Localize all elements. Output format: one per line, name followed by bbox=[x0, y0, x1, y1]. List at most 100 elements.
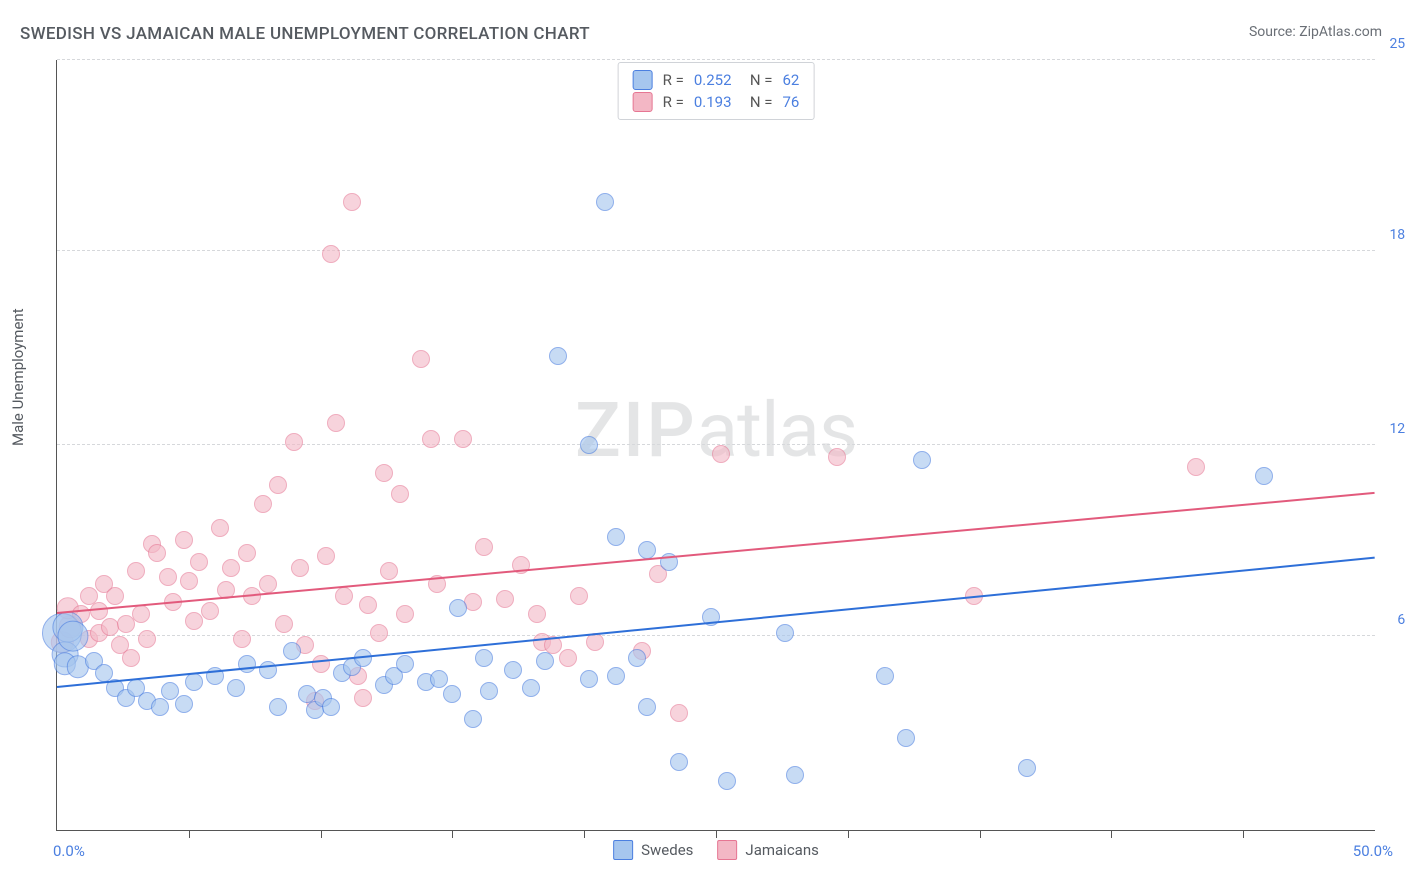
legend-swatch-icon bbox=[633, 70, 653, 90]
data-point bbox=[504, 661, 522, 679]
data-point bbox=[335, 587, 353, 605]
data-point bbox=[496, 590, 514, 608]
legend-R-value: 0.193 bbox=[694, 93, 740, 111]
data-point bbox=[175, 695, 193, 713]
data-point bbox=[151, 698, 169, 716]
x-axis-tick bbox=[1111, 830, 1112, 838]
data-point bbox=[1018, 759, 1036, 777]
data-point bbox=[776, 624, 794, 642]
gridline-h bbox=[57, 250, 1375, 251]
data-point bbox=[876, 667, 894, 685]
x-axis-tick bbox=[716, 830, 717, 838]
data-point bbox=[718, 772, 736, 790]
legend-swatch-icon bbox=[717, 840, 737, 860]
data-point bbox=[132, 605, 150, 623]
data-point bbox=[269, 476, 287, 494]
y-axis-label: 12.5% bbox=[1389, 421, 1406, 437]
data-point bbox=[317, 547, 335, 565]
legend-R-label: R = bbox=[663, 71, 684, 89]
source-attribution: Source: ZipAtlas.com bbox=[1249, 24, 1382, 40]
legend-N-value: 62 bbox=[782, 71, 799, 89]
y-axis-title: Male Unemployment bbox=[9, 308, 27, 446]
data-point bbox=[549, 347, 567, 365]
data-point bbox=[148, 544, 166, 562]
x-axis-tick bbox=[189, 830, 190, 838]
data-point bbox=[285, 433, 303, 451]
data-point bbox=[670, 753, 688, 771]
series-legend: SwedesJamaicans bbox=[613, 840, 819, 860]
legend-swatch-icon bbox=[633, 92, 653, 112]
x-axis-tick bbox=[980, 830, 981, 838]
data-point bbox=[580, 436, 598, 454]
data-point bbox=[396, 655, 414, 673]
data-point bbox=[259, 575, 277, 593]
watermark-bold: ZIP bbox=[575, 385, 697, 475]
gridline-h bbox=[57, 635, 1375, 636]
data-point bbox=[233, 630, 251, 648]
x-axis-tick bbox=[584, 830, 585, 838]
series-name: Jamaicans bbox=[745, 841, 818, 859]
y-axis-label: 25.0% bbox=[1389, 36, 1406, 52]
data-point bbox=[528, 605, 546, 623]
source-label: Source: bbox=[1249, 24, 1299, 40]
data-point bbox=[185, 673, 203, 691]
data-point bbox=[897, 729, 915, 747]
data-point bbox=[443, 685, 461, 703]
data-point bbox=[430, 670, 448, 688]
x-axis-tick bbox=[848, 830, 849, 838]
data-point bbox=[464, 710, 482, 728]
y-axis-label: 6.3% bbox=[1397, 612, 1406, 628]
x-axis-tick bbox=[1243, 830, 1244, 838]
legend-swatch-icon bbox=[613, 840, 633, 860]
x-axis-tick bbox=[452, 830, 453, 838]
data-point bbox=[536, 652, 554, 670]
legend-row: R =0.193N =76 bbox=[633, 91, 800, 113]
data-point bbox=[269, 698, 287, 716]
legend-R-label: R = bbox=[663, 93, 684, 111]
data-point bbox=[396, 605, 414, 623]
legend-N-label: N = bbox=[750, 93, 773, 111]
data-point bbox=[638, 541, 656, 559]
data-point bbox=[638, 698, 656, 716]
source-link[interactable]: ZipAtlas.com bbox=[1299, 24, 1382, 40]
data-point bbox=[559, 649, 577, 667]
data-point bbox=[480, 682, 498, 700]
data-point bbox=[786, 766, 804, 784]
trend-line bbox=[57, 557, 1375, 688]
x-axis-min-label: 0.0% bbox=[53, 842, 85, 860]
data-point bbox=[106, 587, 124, 605]
data-point bbox=[175, 531, 193, 549]
data-point bbox=[259, 661, 277, 679]
data-point bbox=[322, 698, 340, 716]
x-axis-tick bbox=[321, 830, 322, 838]
data-point bbox=[454, 430, 472, 448]
data-point bbox=[185, 612, 203, 630]
data-point bbox=[628, 649, 646, 667]
data-point bbox=[359, 596, 377, 614]
y-axis-label: 18.8% bbox=[1389, 227, 1406, 243]
data-point bbox=[607, 528, 625, 546]
data-point bbox=[391, 485, 409, 503]
data-point bbox=[370, 624, 388, 642]
data-point bbox=[570, 587, 588, 605]
data-point bbox=[322, 245, 340, 263]
data-point bbox=[201, 602, 219, 620]
data-point bbox=[343, 193, 361, 211]
data-point bbox=[275, 615, 293, 633]
chart-title: SWEDISH VS JAMAICAN MALE UNEMPLOYMENT CO… bbox=[20, 24, 590, 44]
data-point bbox=[190, 553, 208, 571]
data-point bbox=[596, 193, 614, 211]
data-point bbox=[412, 350, 430, 368]
data-point bbox=[180, 572, 198, 590]
correlation-legend: R =0.252N =62R =0.193N =76 bbox=[618, 62, 815, 120]
data-point bbox=[670, 704, 688, 722]
data-point bbox=[291, 559, 309, 577]
data-point bbox=[475, 649, 493, 667]
data-point bbox=[312, 655, 330, 673]
data-point bbox=[522, 679, 540, 697]
data-point bbox=[380, 562, 398, 580]
data-point bbox=[422, 430, 440, 448]
data-point bbox=[607, 667, 625, 685]
data-point bbox=[828, 448, 846, 466]
data-point bbox=[1255, 467, 1273, 485]
